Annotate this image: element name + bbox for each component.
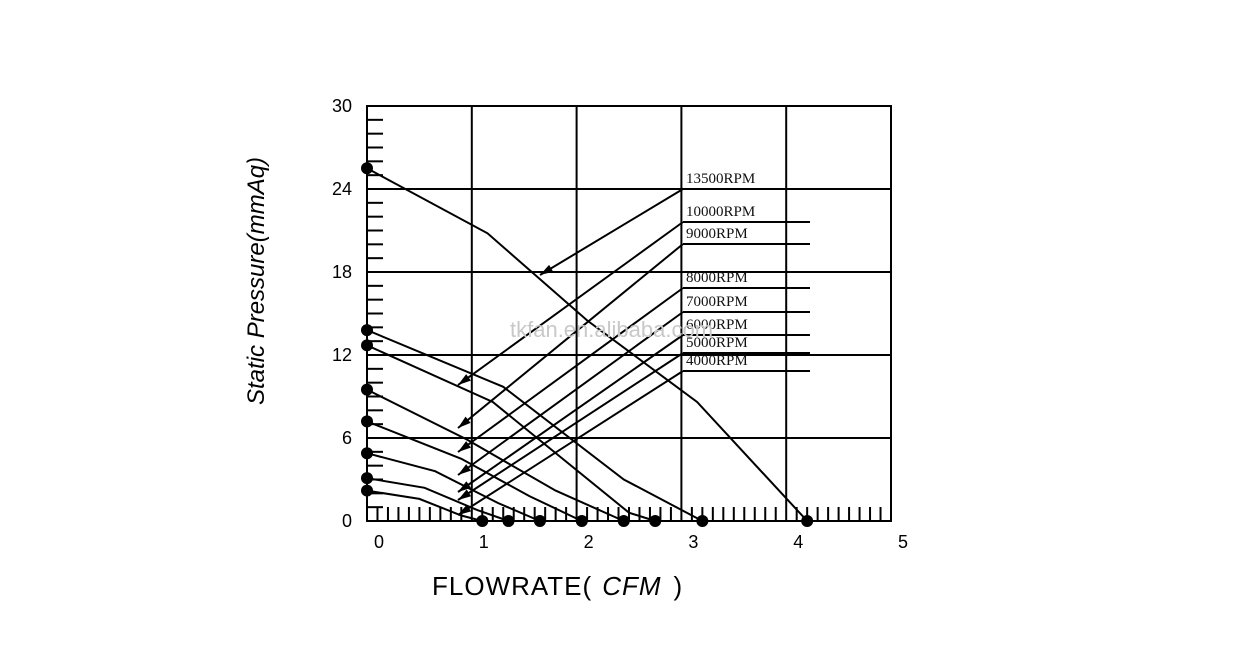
curves [361,162,814,527]
curve-end-point [617,515,630,527]
leader-arrowhead [458,489,472,500]
curve-start-point [361,484,373,497]
x-axis-label-unit: CFM [602,571,661,601]
x-tick-label: 4 [793,532,803,552]
curve-line [366,420,583,522]
curve-end-point [533,515,546,527]
series-label: 8000RPM [686,270,748,286]
x-tick-label: 3 [688,532,698,552]
curve-end-point [801,515,814,527]
leader-arrowhead [540,264,554,275]
leader-arrowhead [458,504,472,515]
leader-line [457,352,684,501]
leader-line [457,334,684,493]
leader-line [457,243,684,429]
leader-arrowhead [458,441,471,452]
curve-line [366,167,808,522]
curve-end-point [476,515,489,527]
curve-line [366,489,483,522]
curve-start-point [361,339,373,352]
y-axis-label: Static Pressure(mmAq) [243,157,270,405]
leader-line [457,370,684,516]
grid [366,105,892,522]
x-axis-label: FLOWRATE( CFM) [432,571,683,601]
series-label: 5000RPM [686,335,748,351]
y-tick-label: 6 [342,428,352,448]
minor-ticks [367,118,882,521]
x-axis-label-suffix: ) [674,571,684,601]
x-tick-label: 2 [584,532,594,552]
x-tick-label: 5 [898,532,908,552]
leader-line [457,221,684,386]
leader-line [457,311,684,476]
curve-end-point [696,515,709,527]
watermark: tkfan.en.alibaba.com [510,317,713,342]
y-tick-label: 24 [332,179,352,199]
series-leader-lines [457,188,810,516]
leader-arrowhead [458,416,471,428]
leader-arrowhead [458,481,471,492]
x-axis-label-prefix: FLOWRATE( [432,571,592,601]
series-label: 13500RPM [686,171,755,187]
leader-line [539,188,684,276]
curve-start-point [361,415,373,428]
curve-line [366,477,509,522]
x-tick-label: 0 [374,532,384,552]
series-label: 6000RPM [686,317,748,333]
curve-start-point [361,162,373,175]
leader-line [457,287,684,453]
series-label: 10000RPM [686,204,755,220]
leader-arrowhead [458,374,471,385]
series-label: 4000RPM [686,353,748,369]
leader-arrowhead [458,464,471,475]
y-tick-label: 30 [332,96,352,116]
curve-line [366,344,656,522]
plot-frame [366,105,892,522]
series-label: 9000RPM [686,226,748,242]
curve-start-point [361,447,373,460]
series-label: 7000RPM [686,294,748,310]
curve-end-point [649,515,662,527]
curve-start-point [361,324,373,337]
y-tick-label: 12 [332,345,352,365]
curve-end-point [575,515,588,527]
y-tick-label: 18 [332,262,352,282]
curve-start-point [361,472,373,485]
curve-end-point [502,515,515,527]
x-tick-label: 1 [479,532,489,552]
curve-start-point [361,383,373,396]
y-tick-label: 0 [342,511,352,531]
series-labels: 13500RPM 10000RPM 9000RPM 8000RPM 7000RPM 600… [686,171,755,369]
curve-line [366,329,703,522]
